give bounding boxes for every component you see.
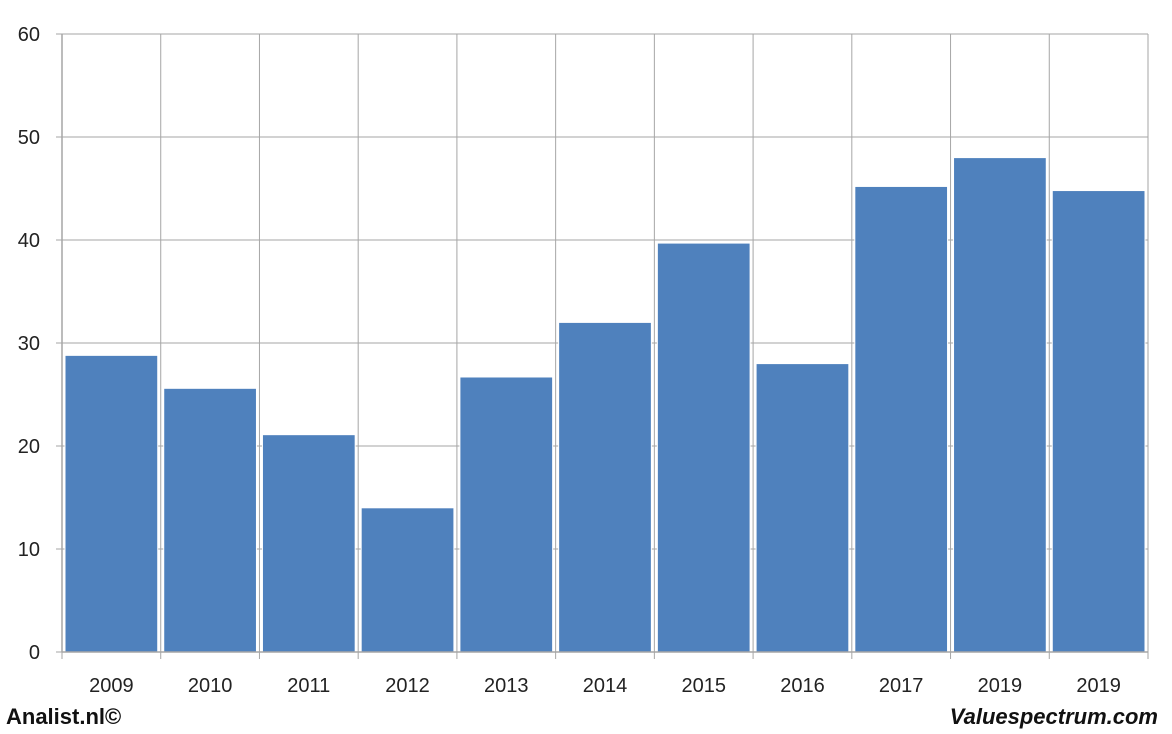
x-tick-label: 2012 — [385, 675, 430, 697]
x-tick-label: 2010 — [188, 675, 233, 697]
y-tick-label: 10 — [18, 539, 40, 561]
bar — [854, 185, 949, 653]
y-tick-label: 60 — [18, 24, 40, 46]
y-tick-label: 20 — [18, 436, 40, 458]
x-tick-label: 2014 — [583, 675, 628, 697]
x-tick-label: 2011 — [287, 675, 330, 697]
bar — [755, 363, 850, 653]
x-tick-label: 2019 — [978, 675, 1023, 697]
bar — [261, 434, 356, 653]
x-tick-label: 2015 — [681, 675, 726, 697]
footer-source-right: Valuespectrum.com — [949, 704, 1158, 729]
bar — [163, 387, 257, 653]
bar — [1051, 190, 1146, 653]
x-tick-label: 2009 — [89, 675, 134, 697]
bar — [656, 242, 751, 653]
x-tick-label: 2016 — [780, 675, 825, 697]
x-tick-label: 2019 — [1076, 675, 1121, 697]
footer-source-left: Analist.nl© — [6, 704, 122, 729]
bar — [953, 157, 1047, 653]
y-tick-label: 30 — [18, 333, 40, 355]
y-tick-label: 50 — [18, 127, 40, 149]
bar — [558, 321, 652, 653]
x-tick-label: 2017 — [879, 675, 924, 697]
y-tick-label: 40 — [18, 230, 40, 252]
x-tick-label: 2013 — [484, 675, 529, 697]
bar — [459, 376, 554, 653]
bar — [360, 507, 455, 653]
y-tick-label: 0 — [29, 642, 40, 664]
bar — [64, 354, 159, 653]
